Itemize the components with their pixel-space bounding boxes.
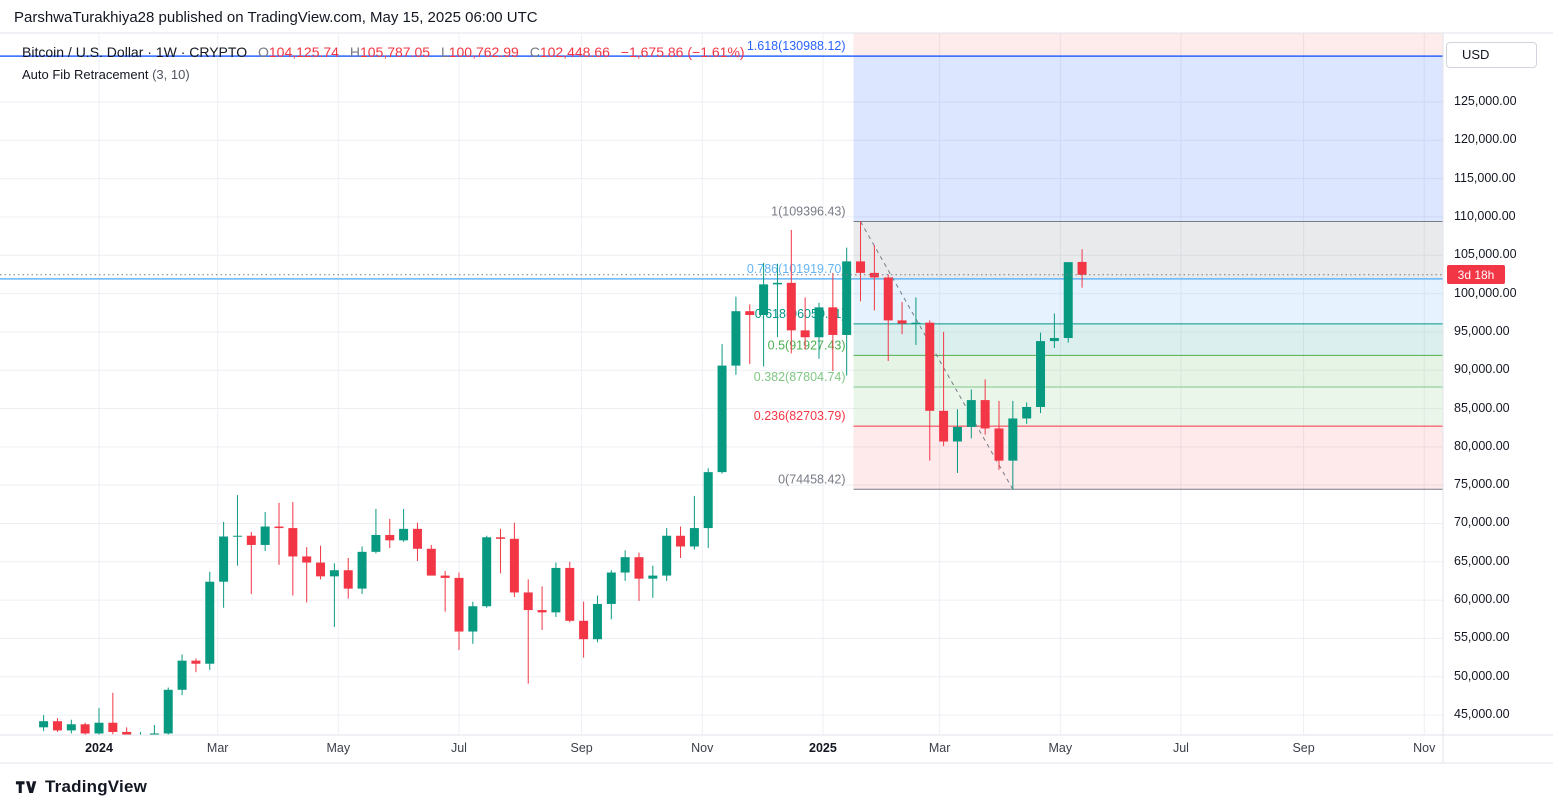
price-axis-label: 115,000.00: [1454, 170, 1516, 185]
price-axis-label: 110,000.00: [1454, 208, 1516, 223]
candles: [39, 221, 1087, 735]
chart-legend: Bitcoin / U.S. Dollar · 1W · CRYPTO O104…: [22, 44, 745, 82]
price-axis-label: 45,000.00: [1454, 707, 1510, 722]
ohlc-open-label: O: [257, 44, 269, 60]
price-axis-label: 55,000.00: [1454, 630, 1510, 645]
time-axis-month-label: Sep: [1292, 741, 1315, 755]
time-axis-year-label: 2024: [85, 741, 113, 755]
time-axis-month-label: May: [326, 741, 351, 755]
ohlc-low-label: L: [440, 44, 449, 60]
price-axis-label: 105,000.00: [1454, 247, 1517, 262]
ohlc-open-value: 104,125.74: [268, 44, 339, 60]
price-axis-label: 65,000.00: [1454, 553, 1510, 568]
price-axis[interactable]: USD 3d 18h 125,000.00 120,000.00 115,000.0…: [1444, 33, 1553, 762]
price-axis-label: 100,000.00: [1454, 285, 1517, 300]
fib-level-label: 1(109396.43): [771, 205, 845, 219]
fib-level-labels: 1.618(130988.12) 1(109396.43) 0.786(101919…: [747, 39, 846, 486]
fib-bands: [853, 33, 1443, 490]
ohlc-close-value: 102,448.66: [539, 44, 610, 60]
currency-toggle-button[interactable]: USD: [1446, 42, 1537, 68]
indicator-title[interactable]: Auto Fib Retracement: [22, 67, 149, 82]
fib-trendline: [860, 221, 1014, 490]
fib-level-label: 0.786(101919.70): [747, 262, 846, 276]
price-axis-label: 80,000.00: [1454, 438, 1510, 453]
ohlc-change: −1,675.86 (−1.61%): [620, 44, 745, 60]
fib-level-label: 0.236(82703.79): [754, 409, 846, 423]
time-axis-month-label: May: [1048, 741, 1073, 755]
time-axis-month-label: Nov: [1413, 741, 1436, 755]
time-axis[interactable]: 2024 Mar May Jul Sep Nov 2025 Mar May Jul Sep Nov: [0, 736, 1443, 762]
price-axis-label: 90,000.00: [1454, 362, 1510, 377]
fib-level-label: 0.382(87804.74): [754, 370, 846, 384]
symbol-title[interactable]: Bitcoin / U.S. Dollar · 1W · CRYPTO: [22, 44, 248, 60]
tradingview-logo-icon[interactable]: [14, 776, 37, 798]
ohlc-high-label: H: [349, 44, 360, 60]
price-axis-label: 85,000.00: [1454, 400, 1510, 415]
grid-lines: [0, 33, 1443, 735]
time-axis-month-label: Jul: [1172, 741, 1189, 755]
footer: TradingView: [14, 776, 147, 798]
time-axis-month-label: Sep: [570, 741, 593, 755]
chart-frame: [0, 32, 1553, 764]
time-axis-year-label: 2025: [809, 741, 837, 755]
fib-level-lines: [0, 55, 1443, 490]
publish-attribution: ParshwaTurakhiya28 published on TradingV…: [14, 9, 538, 26]
symbol-row: Bitcoin / U.S. Dollar · 1W · CRYPTO O104…: [22, 44, 745, 60]
countdown-badge[interactable]: 3d 18h: [1447, 265, 1505, 285]
time-axis-month-label: Mar: [928, 741, 951, 755]
time-axis-month-label: Jul: [450, 741, 467, 755]
ohlc-low-value: 100,762.99: [448, 44, 519, 60]
price-axis-label: 75,000.00: [1454, 477, 1510, 492]
time-axis-month-label: Nov: [691, 741, 714, 755]
ohlc-high-value: 105,787.05: [359, 44, 431, 60]
price-axis-label: 120,000.00: [1454, 132, 1517, 147]
fib-level-label: 1.618(130988.12): [747, 39, 846, 53]
price-axis-label: 95,000.00: [1454, 323, 1510, 338]
fib-level-label: 0.5(91927.43): [768, 338, 846, 352]
tradingview-wordmark[interactable]: TradingView: [45, 777, 148, 796]
price-axis-label: 70,000.00: [1454, 515, 1510, 530]
indicator-args: (3, 10): [152, 67, 190, 82]
price-axis-label: 60,000.00: [1454, 592, 1510, 607]
price-axis-label: 125,000.00: [1454, 93, 1517, 108]
price-axis-label: 50,000.00: [1454, 668, 1510, 683]
ohlc-close-label: C: [529, 44, 540, 60]
fib-level-label: 0(74458.42): [778, 472, 845, 486]
time-axis-month-label: Mar: [206, 741, 229, 755]
indicator-row: Auto Fib Retracement (3, 10): [22, 67, 745, 82]
